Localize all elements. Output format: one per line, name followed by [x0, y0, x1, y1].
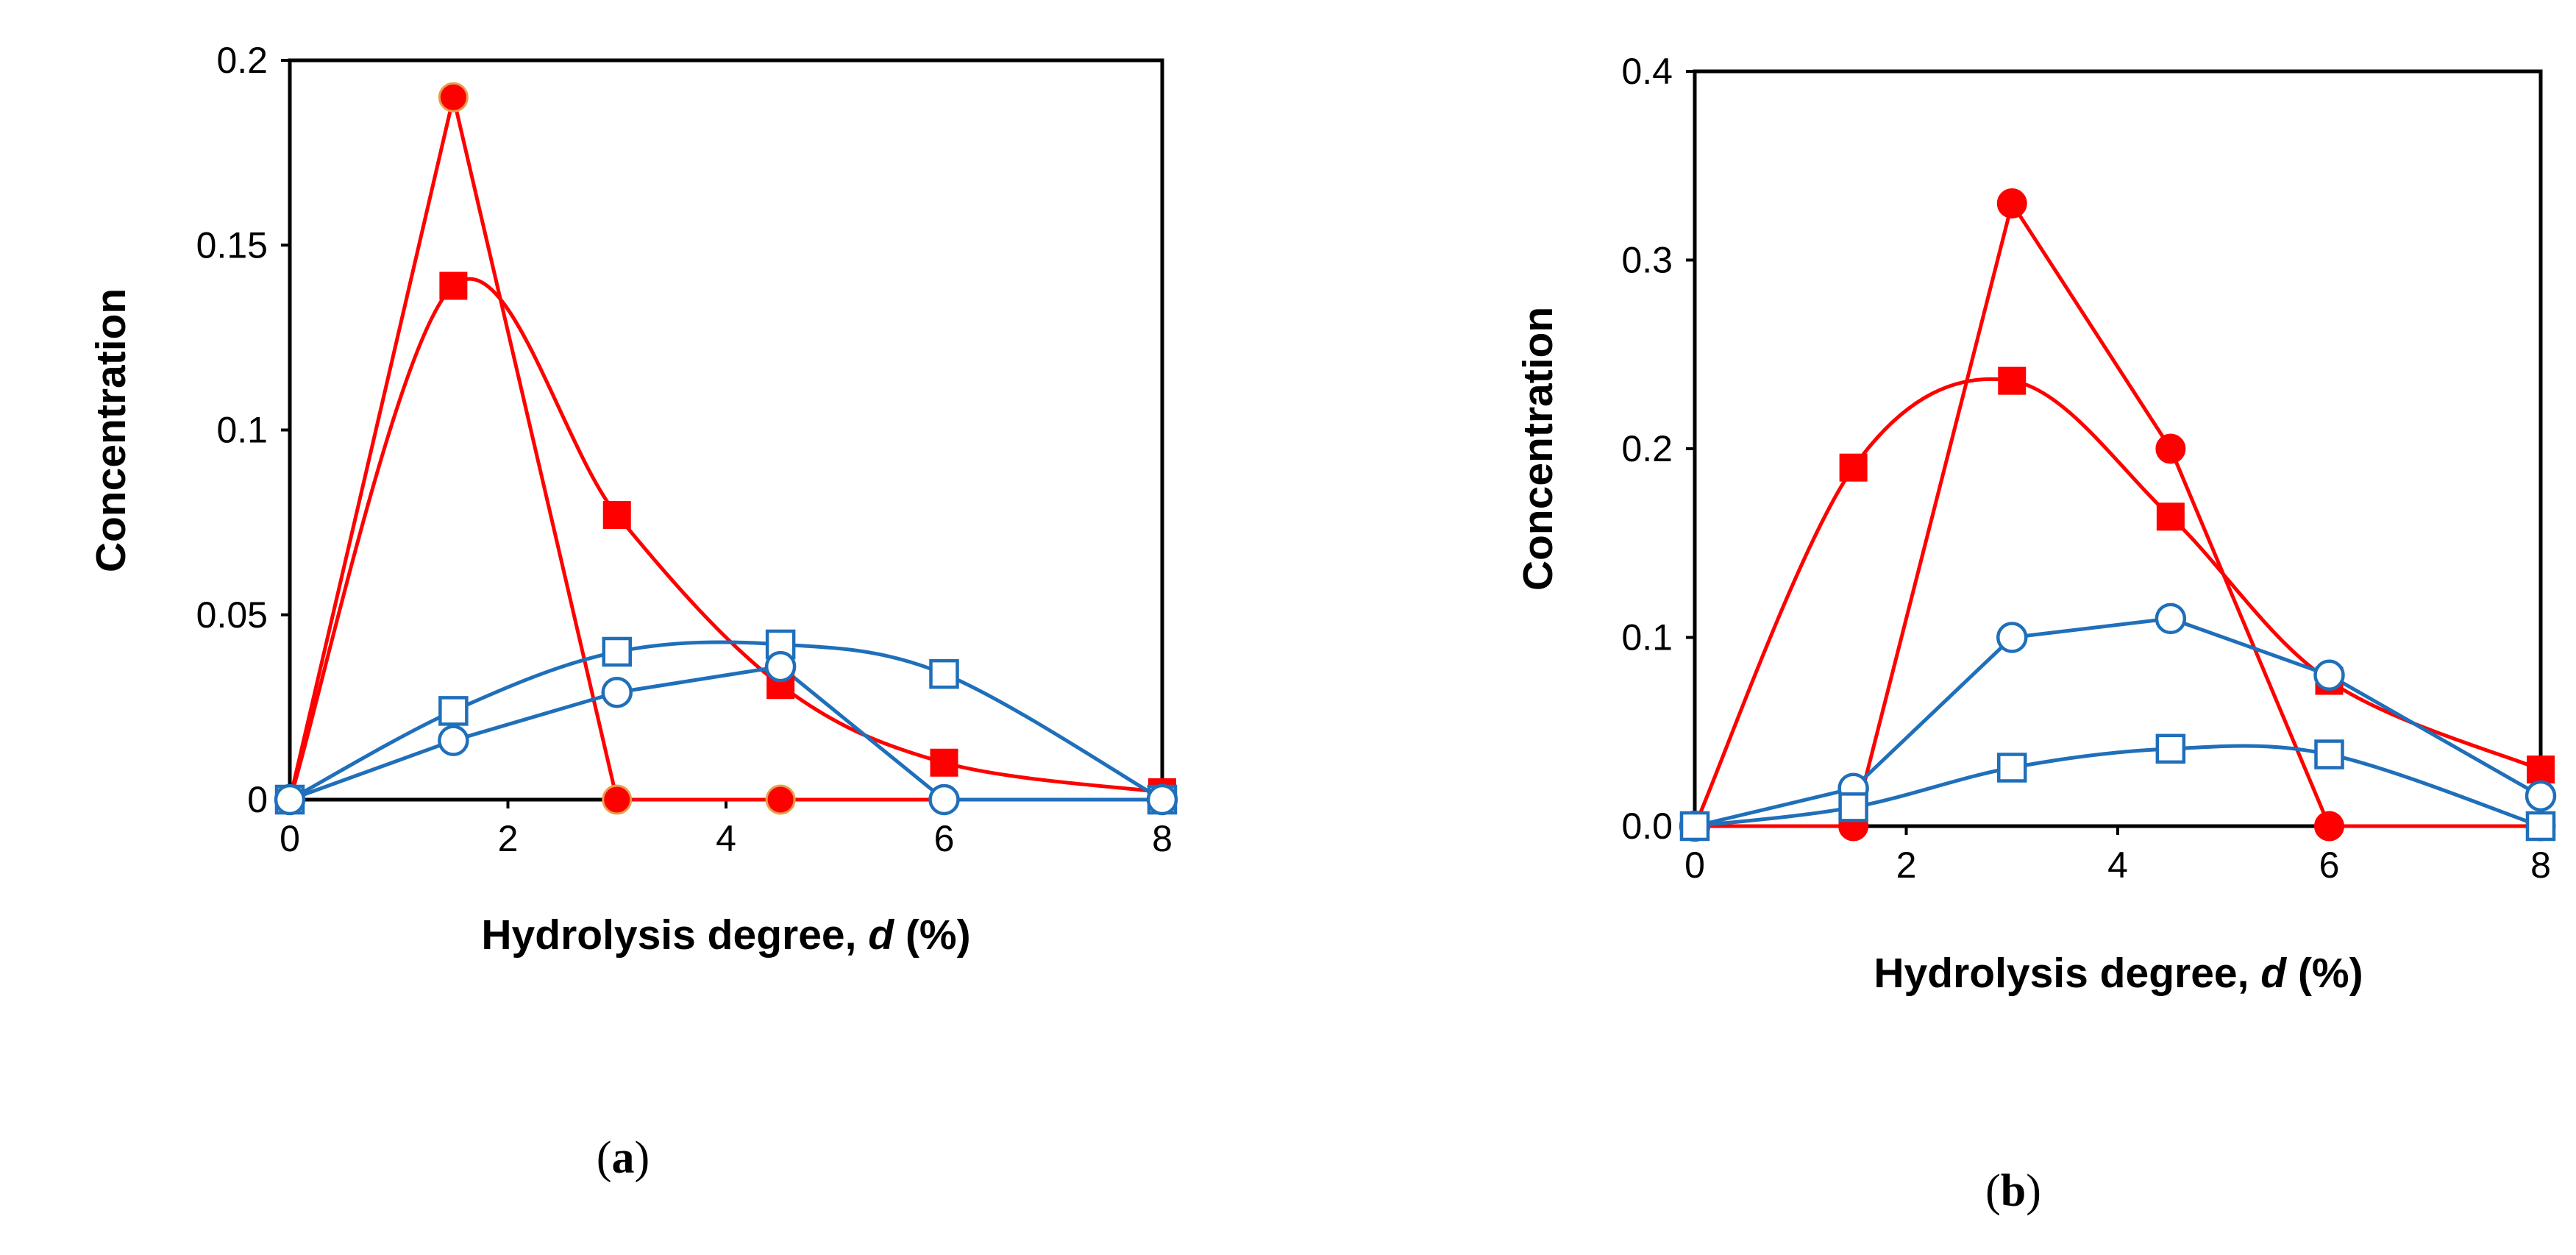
- y-ticks: 0.0 0.1 0.2 0.3 0.4: [1621, 51, 1695, 847]
- y-tick-label: 0.15: [196, 224, 268, 266]
- series-line-filled-squares: [1693, 377, 2541, 828]
- series-line-open-squares: [288, 640, 1164, 802]
- series-line-filled-circles: [288, 95, 1162, 802]
- x-tick-label: 4: [2107, 845, 2128, 886]
- data-point-filled-circles: [602, 784, 633, 815]
- data-point-open-circles: [438, 725, 469, 756]
- data-point-filled-circles: [1996, 188, 2027, 219]
- data-point-filled-squares: [1839, 453, 1868, 482]
- data-point-filled-circles: [765, 784, 796, 815]
- data-point-filled-squares: [1998, 366, 2027, 395]
- x-axis-title: Hydrolysis degree, d (%): [481, 911, 970, 959]
- y-tick-label: 0.3: [1621, 240, 1673, 281]
- data-point-open-squares: [1838, 792, 1868, 822]
- y-axis-title: Concentration: [1515, 307, 1562, 591]
- data-point-open-circles: [764, 650, 797, 683]
- series-line-open-circles: [1694, 616, 2542, 828]
- data-point-filled-circles: [438, 82, 469, 113]
- x-tick-label: 2: [498, 818, 519, 859]
- x-ticks: 0 2 4 6 8: [1684, 826, 2551, 886]
- x-ticks: 0 2 4 6 8: [280, 800, 1173, 859]
- data-point-open-circles: [601, 677, 633, 708]
- x-tick-label: 0: [280, 818, 300, 859]
- x-tick-label: 8: [1152, 818, 1173, 859]
- data-point-open-circles: [2313, 659, 2345, 692]
- series-line-open-circles: [289, 664, 1162, 802]
- data-point-open-circles: [2525, 780, 2557, 812]
- x-tick-label: 6: [934, 818, 955, 859]
- series-group: [1679, 188, 2557, 842]
- data-point-open-squares: [2155, 733, 2186, 764]
- data-point-open-circles: [2155, 602, 2187, 635]
- chart-panel-b: 0.0 0.1 0.2 0.3 0.4 0 2 4 6 8 Concentration Hydr…: [1515, 51, 2557, 1216]
- x-axis-title: Hydrolysis degree, d (%): [1874, 950, 2363, 997]
- x-tick-label: 8: [2530, 845, 2551, 886]
- data-point-open-circles: [274, 783, 306, 816]
- data-point-open-circles: [1146, 783, 1178, 816]
- plot-frame: [1693, 69, 2543, 828]
- data-point-filled-squares: [930, 748, 958, 777]
- data-point-open-squares: [438, 696, 469, 726]
- data-point-open-circles: [1996, 622, 2028, 653]
- panel-label-b: (b): [1985, 1166, 2041, 1216]
- x-tick-label: 2: [1896, 845, 1917, 886]
- data-point-open-circles: [928, 783, 960, 816]
- panel-label-a: (a): [597, 1133, 650, 1183]
- y-tick-label: 0.05: [196, 594, 268, 636]
- series-line-filled-circles: [1695, 202, 2541, 828]
- data-point-filled-circles: [2314, 811, 2344, 842]
- chart-panel-a: 0 0.05 0.1 0.15 0.2 0 2 4 6 8 Concentration Hydr…: [88, 40, 1178, 1183]
- x-tick-label: 0: [1684, 845, 1705, 886]
- series-line-open-squares: [1694, 744, 2541, 828]
- y-tick-label: 0.2: [1621, 428, 1673, 469]
- plot-frame: [288, 58, 1164, 802]
- data-point-filled-squares: [2527, 756, 2555, 784]
- x-tick-label: 4: [716, 818, 736, 859]
- data-point-filled-squares: [602, 501, 631, 530]
- data-point-filled-circles: [2155, 433, 2186, 464]
- y-tick-label: 0.0: [1621, 806, 1673, 847]
- data-point-filled-squares: [2156, 502, 2185, 531]
- data-point-open-squares: [1679, 811, 1710, 842]
- data-point-open-squares: [602, 636, 632, 667]
- x-tick-label: 6: [2319, 845, 2340, 886]
- data-point-open-squares: [2525, 811, 2556, 842]
- y-tick-label: 0.1: [216, 410, 268, 451]
- y-tick-label: 0: [247, 779, 268, 820]
- y-ticks: 0 0.05 0.1 0.15 0.2: [196, 40, 290, 820]
- data-point-open-squares: [929, 658, 959, 689]
- data-point-open-squares: [2314, 739, 2344, 769]
- series-group: [274, 82, 1178, 816]
- y-tick-label: 0.4: [1621, 51, 1673, 92]
- data-point-filled-squares: [439, 271, 468, 300]
- y-axis-title: Concentration: [88, 288, 135, 572]
- data-point-open-squares: [1997, 753, 2027, 783]
- y-tick-label: 0.2: [216, 40, 268, 81]
- y-tick-label: 0.1: [1621, 617, 1673, 658]
